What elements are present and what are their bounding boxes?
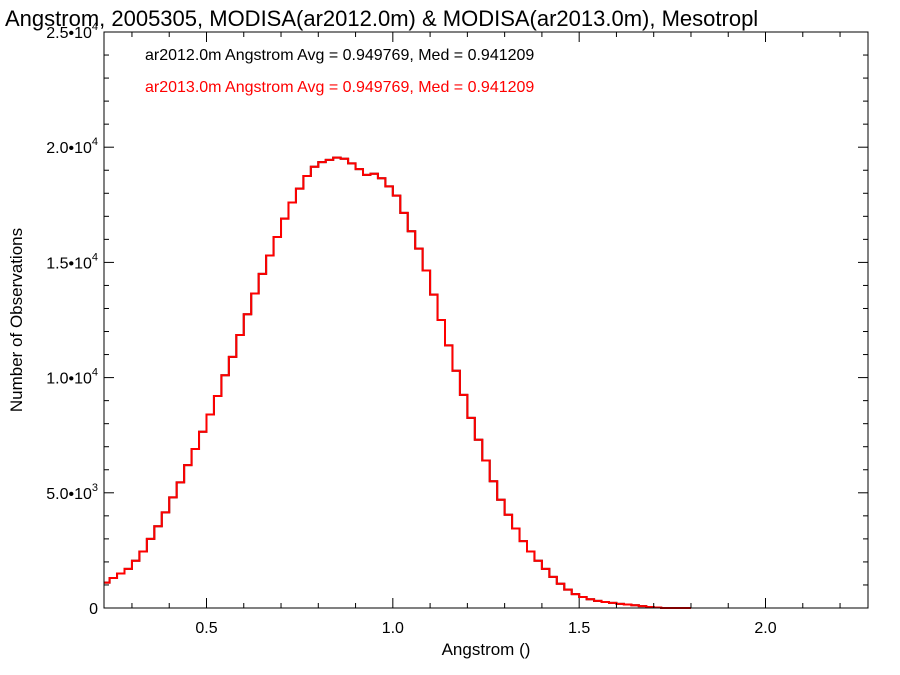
y-axis-label: Number of Observations bbox=[7, 228, 26, 412]
y-tick-label: 1.5•104 bbox=[46, 251, 98, 272]
series-line-ar2012.0m bbox=[104, 156, 691, 609]
y-tick-label: 2.5•104 bbox=[46, 21, 98, 42]
x-axis-label: Angstrom () bbox=[442, 640, 531, 659]
axes bbox=[103, 31, 869, 609]
series-layer bbox=[104, 156, 691, 609]
y-tick-label: 2.0•104 bbox=[46, 136, 98, 157]
x-tick-label: 2.0 bbox=[754, 620, 776, 637]
x-tick-label: 0.5 bbox=[195, 620, 217, 637]
x-tick-label: 1.0 bbox=[382, 620, 404, 637]
legend-entry-ar2013: ar2013.0m Angstrom Avg = 0.949769, Med =… bbox=[145, 79, 534, 96]
plot-frame bbox=[103, 31, 869, 609]
y-tick-label: 5.0•103 bbox=[46, 482, 98, 503]
y-tick-label: 1.0•104 bbox=[46, 367, 98, 388]
chart-title: Angstrom, 2005305, MODISA(ar2012.0m) & M… bbox=[5, 6, 758, 31]
legend-entry-ar2012: ar2012.0m Angstrom Avg = 0.949769, Med =… bbox=[145, 47, 534, 64]
y-tick-label: 0 bbox=[89, 601, 98, 618]
tick-labels: 0.5 1.0 1.5 2.0 0 5.0•103 1.0•104 1.5•104 2.0•10… bbox=[46, 21, 776, 637]
series-line-ar2013.0m bbox=[104, 156, 691, 609]
x-tick-label: 1.5 bbox=[568, 620, 590, 637]
